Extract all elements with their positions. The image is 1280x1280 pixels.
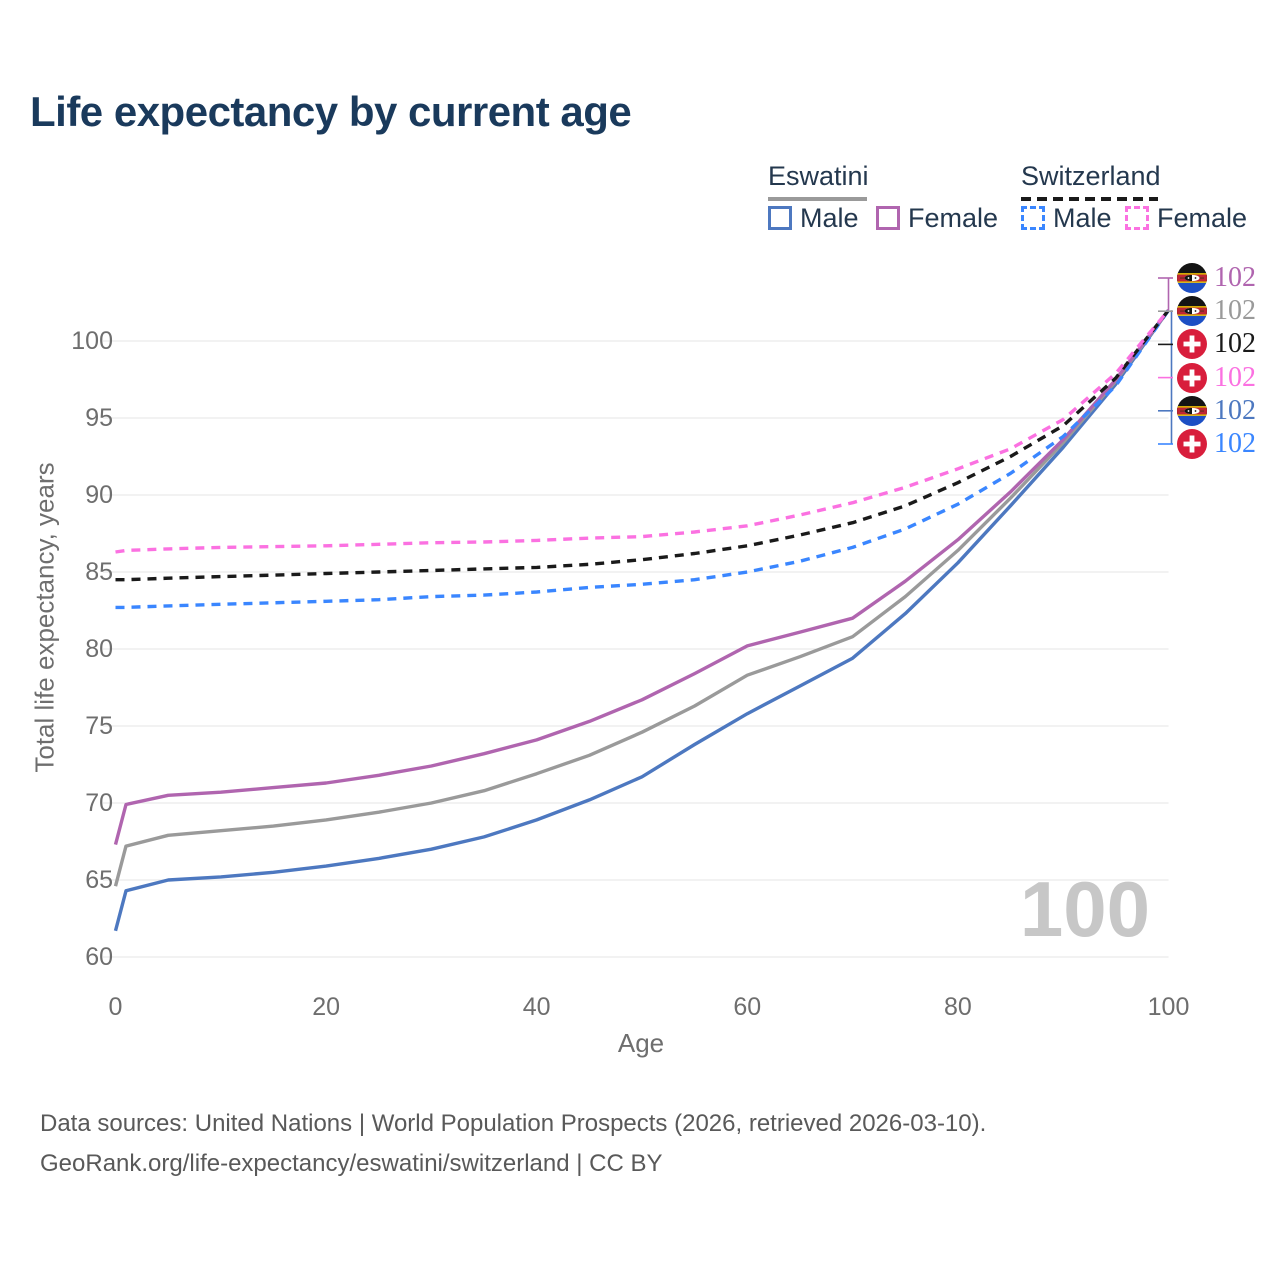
- x-tick-label-20: 20: [312, 993, 340, 1021]
- series-line-eswatini-female: [113, 309, 1170, 846]
- eswatini-flag-icon: [1177, 395, 1207, 426]
- legend-country-switzerland[interactable]: Switzerland: [1021, 161, 1161, 191]
- y-tick-label-70: 70: [85, 789, 113, 817]
- y-tick-label-100: 100: [71, 327, 113, 355]
- legend-label-eswatini-male[interactable]: Male: [800, 203, 859, 233]
- legend-label-switzerland-female[interactable]: Female: [1157, 203, 1248, 233]
- legend-label-switzerland-male[interactable]: Male: [1053, 203, 1112, 233]
- eswatini-flag-icon: [1177, 263, 1207, 293]
- legend-eswatini-linestyle-sample: [768, 197, 867, 201]
- series-line-switzerland-combined: [115, 309, 1170, 582]
- legend-swatch-switzerland-male[interactable]: [1021, 206, 1045, 230]
- x-axis-title: Age: [617, 1028, 665, 1058]
- attribution-link-text: GeoRank.org/life-expectancy/eswatini/swi…: [40, 1150, 663, 1177]
- x-tick-label-100: 100: [1147, 993, 1190, 1021]
- series-line-switzerland-female: [115, 309, 1170, 554]
- end-label-row-2: 102: [1177, 328, 1256, 360]
- end-label-row-0: 102: [1177, 263, 1256, 293]
- age-counter-watermark: 100: [1019, 865, 1150, 953]
- legend-swatch-eswatini-male[interactable]: [768, 206, 792, 230]
- end-label-value: 102: [1214, 262, 1256, 293]
- y-tick-label-85: 85: [85, 558, 113, 586]
- switzerland-flag-icon: [1177, 329, 1207, 360]
- switzerland-flag-icon: [1177, 429, 1207, 459]
- end-label-row-4: 102: [1177, 394, 1256, 426]
- y-tick-label-60: 60: [85, 943, 113, 971]
- x-tick-label-60: 60: [733, 993, 762, 1021]
- series-line-eswatini-male: [113, 309, 1170, 932]
- x-tick-label-40: 40: [522, 993, 551, 1021]
- data-source-text: Data sources: United Nations | World Pop…: [40, 1110, 987, 1137]
- end-label-value: 102: [1214, 394, 1256, 426]
- legend-swatch-eswatini-female[interactable]: [876, 206, 900, 230]
- end-label-value: 102: [1214, 328, 1256, 360]
- y-tick-label-95: 95: [85, 404, 113, 432]
- legend-swatch-switzerland-female[interactable]: [1125, 206, 1149, 230]
- page-title: Life expectancy by current age: [30, 88, 632, 135]
- y-axis-title: Total life expectancy, years: [29, 462, 60, 773]
- end-label-value: 102: [1214, 428, 1256, 459]
- end-label-row-3: 102: [1177, 361, 1256, 393]
- series-line-eswatini-combined: [113, 309, 1170, 887]
- end-label-row-1: 102: [1177, 295, 1256, 327]
- end-label-value: 102: [1214, 295, 1256, 327]
- eswatini-flag-icon: [1177, 296, 1207, 327]
- switzerland-flag-icon: [1177, 362, 1207, 393]
- y-tick-label-75: 75: [85, 712, 113, 740]
- y-tick-label-90: 90: [85, 481, 113, 509]
- end-label-value: 102: [1214, 361, 1256, 393]
- legend-country-eswatini[interactable]: Eswatini: [768, 161, 869, 191]
- y-tick-label-65: 65: [85, 866, 113, 894]
- y-tick-label-80: 80: [85, 635, 113, 663]
- series-line-switzerland-male: [115, 309, 1170, 610]
- x-tick-label-80: 80: [943, 993, 972, 1021]
- legend-label-eswatini-female[interactable]: Female: [908, 203, 999, 233]
- x-tick-label-0: 0: [108, 993, 123, 1021]
- legend-switzerland-linestyle-sample: [1021, 197, 1158, 201]
- end-label-row-5: 102: [1177, 429, 1256, 459]
